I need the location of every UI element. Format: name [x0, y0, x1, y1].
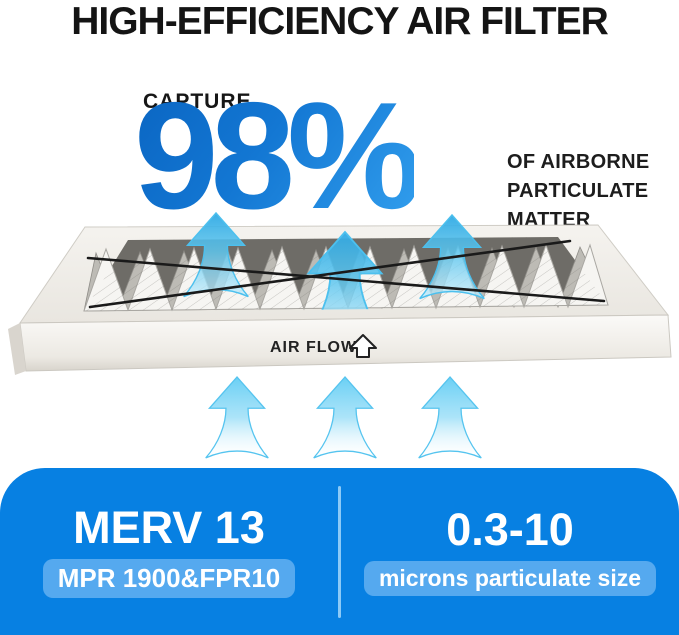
- percent-value: 98%: [134, 71, 422, 241]
- filter-frame-left-side: [8, 323, 26, 375]
- spec-merv: MERV 13 MPR 1900&FPR10: [0, 501, 338, 599]
- airflow-arrow-icon: [418, 376, 482, 459]
- up-arrow-outline-icon: [349, 334, 377, 358]
- specs-panel: MERV 13 MPR 1900&FPR10 0.3-10 microns pa…: [0, 468, 679, 635]
- airflow-under-arrows: [205, 376, 482, 459]
- filter-support-wires: [86, 239, 606, 309]
- air-filter-illustration: AIR FLOW: [8, 212, 672, 375]
- merv-rating-value: MERV 13: [73, 501, 265, 553]
- airflow-arrow-icon: [313, 376, 377, 459]
- mpr-fpr-badge: MPR 1900&FPR10: [42, 558, 296, 599]
- airflow-arrow-icon: [205, 376, 269, 459]
- micron-size-badge: microns particulate size: [363, 560, 657, 597]
- page-title: HIGH-EFFICIENCY AIR FILTER: [71, 0, 609, 43]
- specs-divider: [338, 485, 341, 618]
- air-flow-label: AIR FLOW: [270, 339, 357, 356]
- micron-range-value: 0.3-10: [446, 503, 574, 555]
- spec-micron-range: 0.3-10 microns particulate size: [341, 507, 679, 597]
- capture-label: CAPTURE: [143, 90, 252, 114]
